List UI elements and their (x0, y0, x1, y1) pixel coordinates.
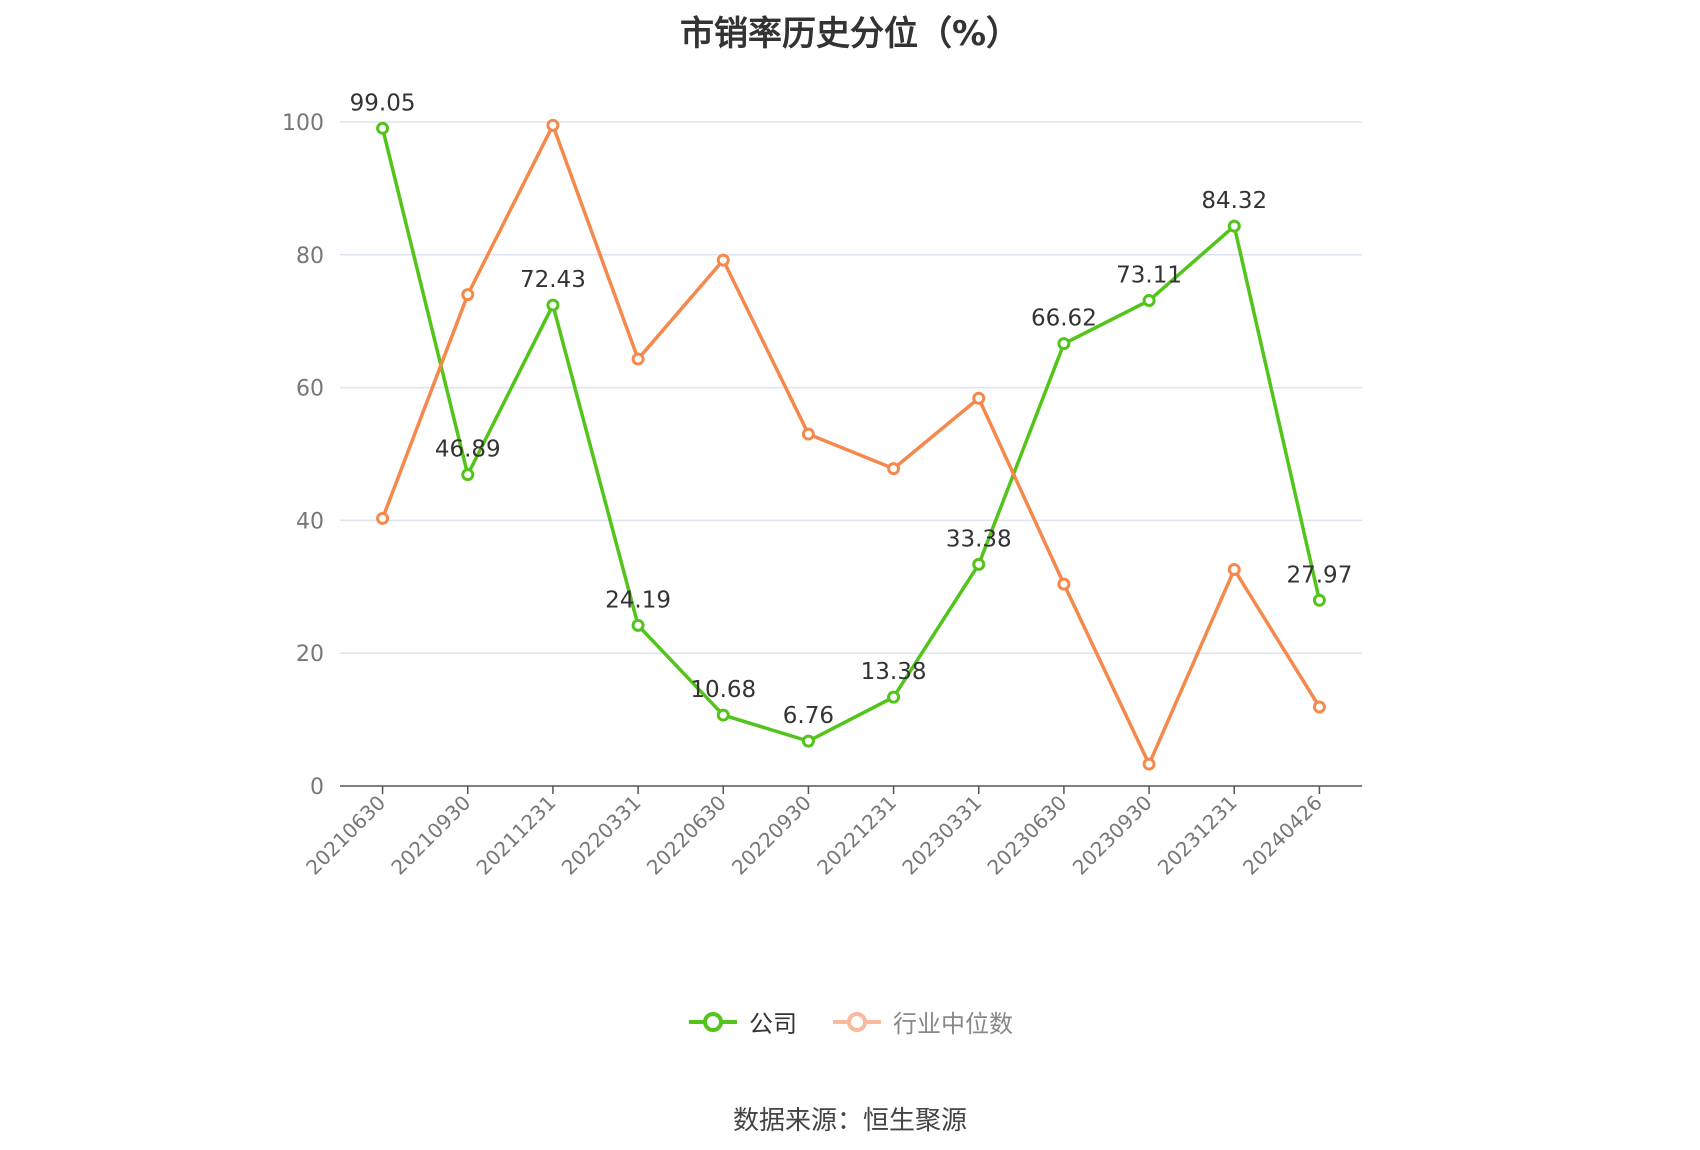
data-label: 46.89 (435, 437, 501, 463)
data-point (1312, 593, 1326, 607)
legend-label-industry: 行业中位数 (893, 1010, 1013, 1038)
data-label: 72.43 (520, 267, 586, 293)
y-tick-label: 0 (310, 775, 324, 800)
data-source-note: 数据来源：恒生聚源 (732, 1106, 967, 1136)
x-tick-label: 20230630 (983, 791, 1072, 880)
x-tick-label: 20210630 (301, 791, 390, 880)
data-point (801, 734, 815, 748)
data-point (1227, 219, 1241, 233)
x-tick-label: 20231231 (1153, 791, 1242, 880)
data-point (887, 690, 901, 704)
data-point (1227, 563, 1241, 577)
data-point (1057, 577, 1071, 591)
data-point (1142, 294, 1156, 308)
x-tick-label: 20240426 (1238, 791, 1327, 880)
data-point (1057, 337, 1071, 351)
data-point (716, 253, 730, 267)
y-tick-label: 20 (296, 642, 324, 667)
data-label: 24.19 (605, 587, 671, 613)
data-point (461, 468, 475, 482)
data-point (546, 298, 560, 312)
series-line-0 (380, 127, 1322, 743)
data-point (631, 352, 645, 366)
x-tick-label: 20210930 (386, 791, 475, 880)
legend-company-marker-icon (689, 1011, 737, 1032)
line-chart: 0204060801002021063020210930202112312022… (282, 90, 1362, 880)
axes: 0204060801002021063020210930202112312022… (282, 111, 1362, 880)
data-label: 99.05 (350, 90, 416, 116)
y-tick-label: 40 (296, 509, 324, 534)
legend-label-company: 公司 (749, 1010, 797, 1038)
y-tick-label: 80 (296, 244, 324, 269)
legend-item-industry[interactable]: 行业中位数 (831, 1004, 1013, 1039)
data-label: 84.32 (1201, 188, 1267, 214)
x-tick-label: 20230930 (1068, 791, 1157, 880)
series-line-1 (380, 123, 1321, 766)
data-label: 66.62 (1031, 306, 1097, 332)
data-label: 73.11 (1116, 263, 1182, 289)
data-point (546, 118, 560, 132)
x-tick-label: 20230331 (897, 791, 986, 880)
data-point (461, 288, 475, 302)
data-point (631, 618, 645, 632)
data-point (376, 121, 390, 135)
legend-item-company[interactable]: 公司 (687, 1004, 797, 1039)
data-label: 33.38 (946, 526, 1012, 552)
data-point (1142, 757, 1156, 771)
series (376, 118, 1326, 771)
x-tick-label: 20220331 (557, 791, 646, 880)
data-label: 27.97 (1286, 562, 1352, 588)
y-tick-label: 100 (282, 111, 324, 136)
data-point (716, 708, 730, 722)
data-point (972, 391, 986, 405)
y-tick-label: 60 (296, 377, 324, 402)
x-tick-label: 20221231 (812, 791, 901, 880)
data-point (887, 462, 901, 476)
legend: 公司 行业中位数 (0, 1004, 1700, 1039)
data-label: 13.38 (861, 659, 927, 685)
x-tick-label: 20220930 (727, 791, 816, 880)
data-labels: 99.05 46.89 72.43 24.19 10.68 6.76 13.38 33.38 6… (350, 90, 1353, 729)
data-point (1312, 700, 1326, 714)
data-label: 10.68 (690, 677, 756, 703)
x-tick-label: 20220630 (642, 791, 731, 880)
x-tick-label: 20211231 (472, 791, 561, 880)
data-point (376, 511, 390, 525)
data-label: 6.76 (783, 703, 834, 729)
chart-title: 市销率历史分位（%） (679, 14, 1021, 54)
data-point (972, 557, 986, 571)
data-point (801, 427, 815, 441)
legend-industry-marker-icon (833, 1011, 881, 1032)
